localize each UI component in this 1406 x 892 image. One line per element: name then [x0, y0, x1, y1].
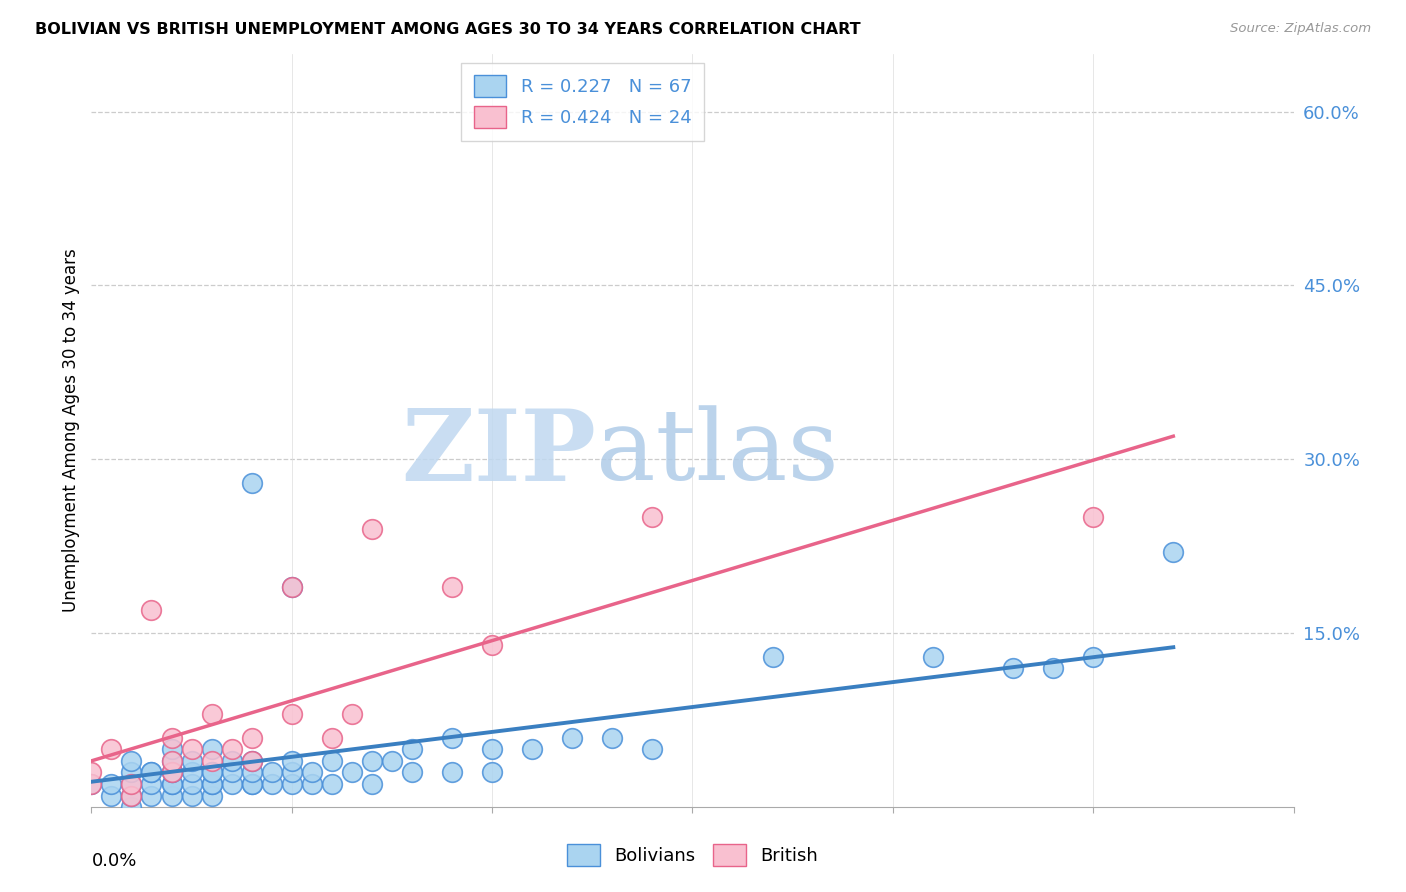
Point — [922, 649, 945, 664]
Point — [301, 777, 323, 791]
Point — [80, 765, 103, 780]
Point — [221, 765, 243, 780]
Point — [1042, 661, 1064, 675]
Point — [481, 765, 503, 780]
Point — [321, 731, 343, 745]
Point — [360, 522, 382, 536]
Point — [221, 754, 243, 768]
Point — [240, 777, 263, 791]
Point — [440, 580, 463, 594]
Text: 0.0%: 0.0% — [91, 853, 136, 871]
Point — [1083, 510, 1105, 524]
Point — [160, 754, 183, 768]
Point — [100, 777, 122, 791]
Point — [260, 777, 283, 791]
Point — [180, 742, 202, 756]
Point — [121, 777, 143, 791]
Point — [281, 777, 304, 791]
Point — [381, 754, 404, 768]
Point — [1163, 545, 1185, 559]
Point — [160, 765, 183, 780]
Point — [401, 765, 423, 780]
Point — [641, 742, 664, 756]
Point — [180, 754, 202, 768]
Point — [1083, 649, 1105, 664]
Point — [240, 754, 263, 768]
Point — [141, 777, 163, 791]
Point — [121, 800, 143, 814]
Point — [481, 742, 503, 756]
Point — [260, 765, 283, 780]
Point — [100, 742, 122, 756]
Point — [141, 789, 163, 803]
Point — [281, 765, 304, 780]
Text: ZIP: ZIP — [401, 404, 596, 501]
Point — [201, 789, 224, 803]
Point — [522, 742, 544, 756]
Point — [160, 765, 183, 780]
Point — [281, 754, 304, 768]
Text: Source: ZipAtlas.com: Source: ZipAtlas.com — [1230, 22, 1371, 36]
Text: atlas: atlas — [596, 405, 839, 501]
Point — [100, 789, 122, 803]
Point — [160, 777, 183, 791]
Point — [561, 731, 583, 745]
Point — [160, 731, 183, 745]
Point — [80, 777, 103, 791]
Point — [201, 777, 224, 791]
Point — [440, 731, 463, 745]
Point — [240, 475, 263, 490]
Point — [240, 777, 263, 791]
Point — [201, 777, 224, 791]
Point — [121, 765, 143, 780]
Point — [440, 765, 463, 780]
Point — [340, 765, 363, 780]
Point — [121, 789, 143, 803]
Point — [180, 789, 202, 803]
Point — [281, 580, 304, 594]
Point — [401, 742, 423, 756]
Point — [221, 777, 243, 791]
Point — [201, 742, 224, 756]
Point — [360, 777, 382, 791]
Point — [141, 765, 163, 780]
Point — [160, 765, 183, 780]
Point — [201, 707, 224, 722]
Point — [201, 765, 224, 780]
Point — [201, 754, 224, 768]
Point — [762, 649, 785, 664]
Point — [240, 731, 263, 745]
Y-axis label: Unemployment Among Ages 30 to 34 years: Unemployment Among Ages 30 to 34 years — [62, 249, 80, 612]
Point — [602, 731, 624, 745]
Point — [360, 754, 382, 768]
Point — [121, 789, 143, 803]
Point — [160, 742, 183, 756]
Point — [240, 765, 263, 780]
Point — [121, 777, 143, 791]
Point — [141, 603, 163, 617]
Point — [121, 754, 143, 768]
Point — [80, 777, 103, 791]
Point — [340, 707, 363, 722]
Point — [321, 754, 343, 768]
Point — [321, 777, 343, 791]
Point — [160, 777, 183, 791]
Point — [301, 765, 323, 780]
Point — [240, 754, 263, 768]
Point — [160, 754, 183, 768]
Point — [201, 765, 224, 780]
Point — [141, 765, 163, 780]
Point — [481, 638, 503, 652]
Point — [180, 777, 202, 791]
Text: BOLIVIAN VS BRITISH UNEMPLOYMENT AMONG AGES 30 TO 34 YEARS CORRELATION CHART: BOLIVIAN VS BRITISH UNEMPLOYMENT AMONG A… — [35, 22, 860, 37]
Point — [281, 707, 304, 722]
Point — [221, 742, 243, 756]
Point — [1001, 661, 1024, 675]
Point — [641, 510, 664, 524]
Point — [160, 789, 183, 803]
Point — [180, 765, 202, 780]
Legend: Bolivians, British: Bolivians, British — [560, 837, 825, 873]
Point — [281, 580, 304, 594]
